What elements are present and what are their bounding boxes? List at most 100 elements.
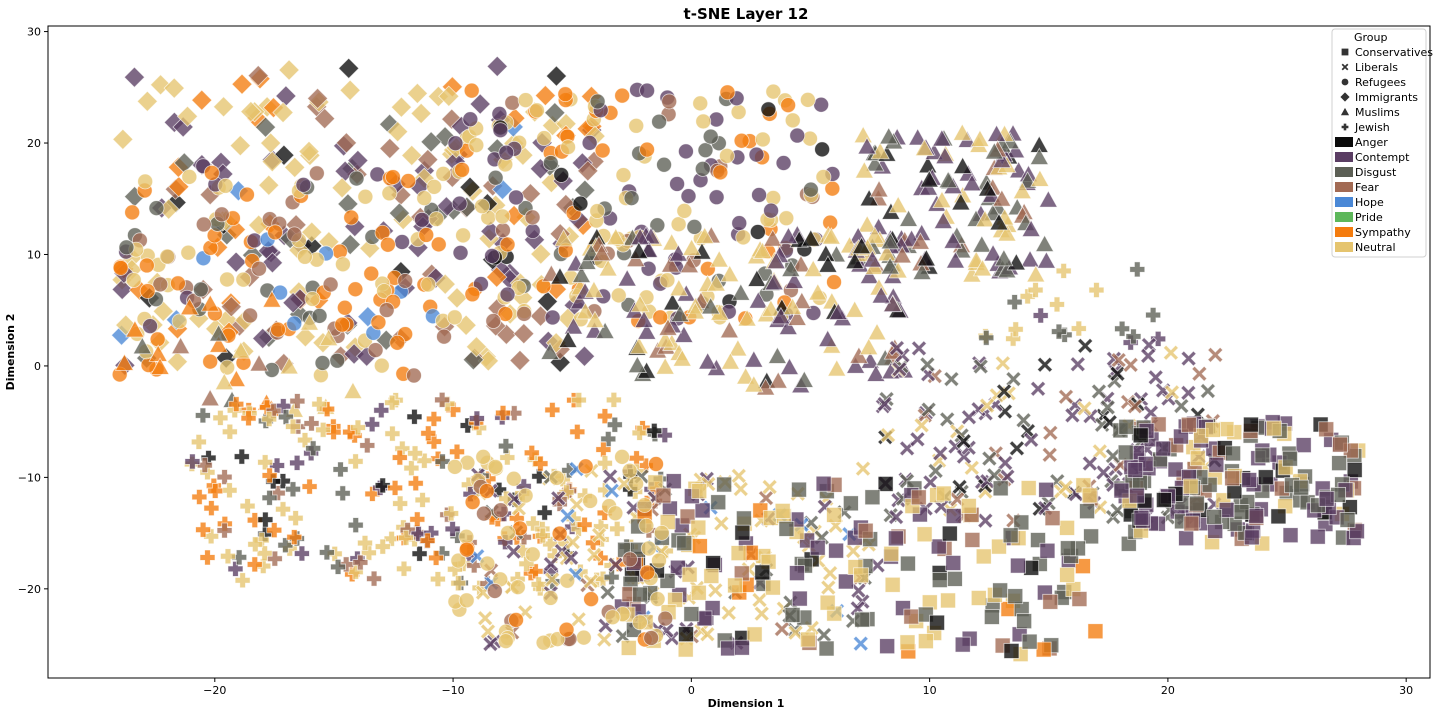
point-conservatives-disgust [1206,508,1223,525]
point-conservatives-neutral [681,566,698,583]
point-immigrants-sympathy [191,89,213,111]
point-muslims-contempt [748,291,768,309]
point-jewish-sympathy [407,475,424,492]
point-conservatives-neutral [883,545,900,562]
point-jewish-disgust [1129,261,1146,278]
point-conservatives-disgust [778,520,795,537]
point-muslims-neutral [669,278,689,297]
point-immigrants-sympathy [231,73,253,95]
point-jewish-sympathy [495,405,511,421]
point-muslims-anger [818,255,838,273]
point-conservatives-disgust [683,606,700,622]
point-muslims-neutral [888,195,908,214]
point-jewish-neutral [1070,320,1087,337]
point-refugees-neutral [575,629,592,646]
point-conservatives-contempt [1039,542,1056,559]
point-refugees-sympathy [733,132,750,149]
point-jewish-sympathy [301,478,318,495]
point-conservatives-contempt [734,639,750,656]
point-liberals-anger [1008,440,1025,457]
point-jewish-sympathy [576,516,593,533]
point-conservatives-disgust [946,570,963,587]
point-refugees-neutral [217,177,234,194]
point-conservatives-contempt [720,640,737,657]
point-muslims-disgust [865,154,885,172]
point-muslims-neutral [821,227,842,245]
cluster-conservatives [614,473,1104,663]
point-muslims-disgust [781,259,801,277]
point-refugees-contempt [731,215,748,232]
legend-label-neutral: Neutral [1355,241,1396,254]
point-liberals-contempt [505,543,522,560]
point-muslims-contempt [935,146,955,165]
point-muslims-anger [916,248,937,267]
point-conservatives-contempt [1295,437,1312,453]
point-refugees-contempt [492,122,509,139]
point-muslims-neutral [870,141,890,160]
point-refugees-neutral [475,448,492,465]
point-muslims-disgust [880,256,900,275]
point-immigrants-contempt [486,55,508,78]
point-muslims-neutral [606,227,626,246]
point-immigrants-contempt [123,66,146,88]
point-liberals-contempt [1064,407,1081,424]
point-immigrants-sympathy [486,266,508,288]
point-conservatives-neutral [819,594,836,611]
point-muslims-neutral [728,338,748,357]
point-muslims-sympathy [208,335,229,353]
point-immigrants-neutral [176,105,199,128]
point-liberals-contempt [997,454,1014,471]
point-jewish-disgust [434,453,451,470]
point-refugees-sympathy [334,316,351,333]
point-refugees-neutral [468,137,485,154]
point-jewish-anger [374,477,391,494]
point-refugees-sympathy [400,173,417,189]
point-liberals-fear [1057,388,1075,405]
point-conservatives-fear [1071,591,1088,607]
point-conservatives-anger [1023,559,1040,576]
point-conservatives-sympathy [1075,558,1091,575]
point-conservatives-disgust [1293,479,1310,496]
point-muslims-contempt [771,306,791,325]
point-refugees-sympathy [363,265,380,282]
point-jewish-neutral [499,449,516,466]
cluster-liberals [874,336,1224,529]
point-refugees-contempt [544,309,561,326]
point-refugees-fear [308,165,325,182]
point-refugees-neutral [426,178,443,195]
point-conservatives-neutral [703,568,720,584]
point-jewish-neutral [384,394,401,411]
cluster-muslims [540,224,914,396]
legend-label-hope: Hope [1355,196,1384,209]
point-liberals-neutral [713,515,730,532]
point-refugees-disgust [694,160,711,177]
point-refugees-neutral [335,256,351,273]
point-muslims-neutral [735,366,756,385]
point-refugees-neutral [497,633,514,650]
point-conservatives-neutral [970,590,987,606]
point-refugees-fear [251,260,267,277]
point-refugees-fear [643,630,660,646]
point-refugees-sympathy [418,227,435,243]
point-refugees-neutral [542,590,559,606]
point-refugees-sympathy [267,224,284,241]
cluster-refugees [446,448,674,651]
point-refugees-disgust [329,352,346,369]
point-jewish-sympathy [199,549,216,566]
point-muslims-disgust [794,370,815,388]
point-immigrants-anger [459,176,481,198]
point-refugees-disgust [311,307,328,324]
point-conservatives-fear [857,522,874,539]
point-refugees-neutral [219,271,235,288]
point-refugees-contempt [763,202,779,219]
point-jewish-sympathy [207,483,224,499]
point-liberals-contempt [909,431,926,448]
point-conservatives-neutral [1218,421,1235,438]
point-conservatives-anger [1003,643,1020,659]
legend-label-conservatives: Conservatives [1355,46,1433,59]
point-jewish-fear [216,522,233,539]
point-liberals-contempt [1081,455,1098,472]
point-muslims-neutral [877,243,897,262]
point-refugees-contempt [775,155,792,171]
point-refugees-disgust [118,239,135,256]
